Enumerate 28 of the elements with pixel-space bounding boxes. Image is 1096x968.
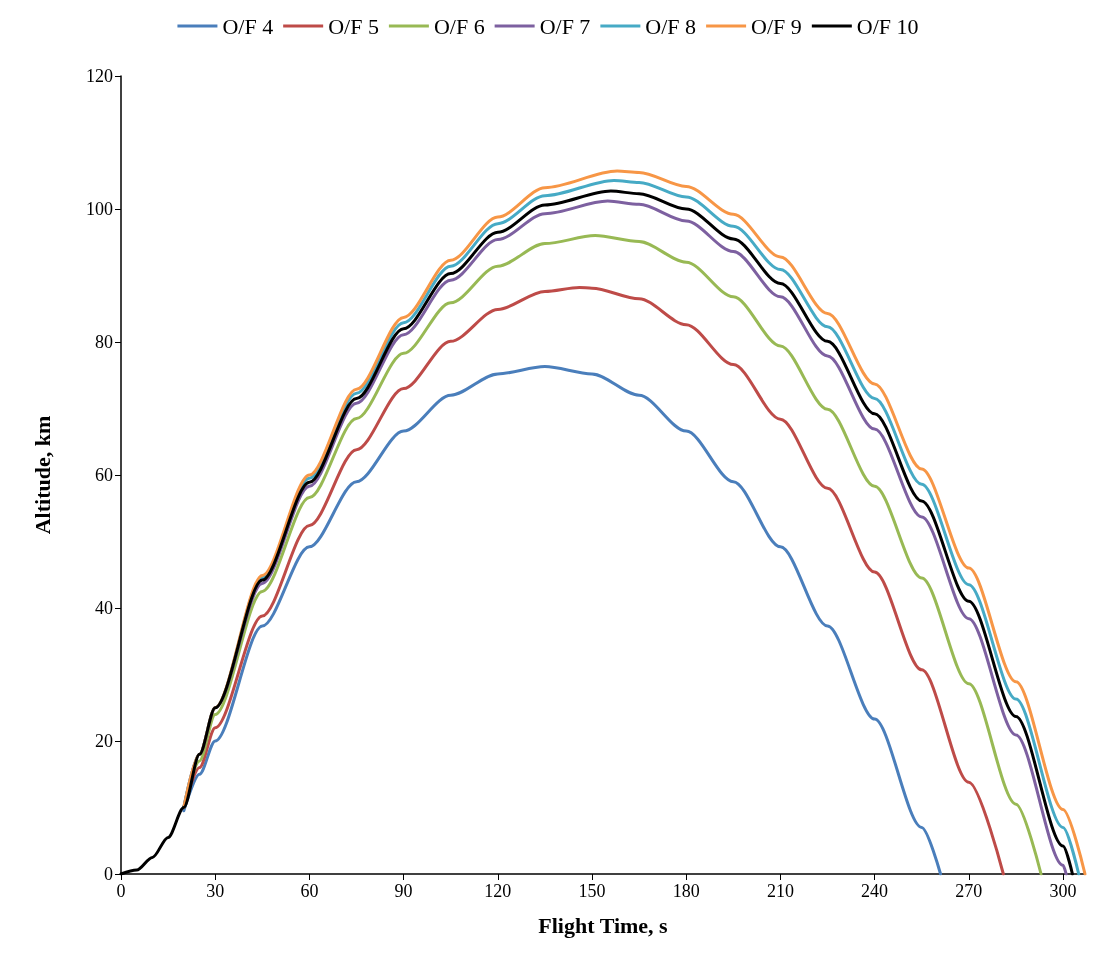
x-tick-label: 0: [116, 881, 126, 901]
legend-label: O/F 5: [328, 13, 379, 39]
x-tick-label: 240: [861, 881, 889, 901]
y-tick-label: 0: [104, 864, 113, 884]
x-tick-label: 180: [672, 881, 700, 901]
x-tick-label: 270: [955, 881, 983, 901]
x-tick-label: 60: [300, 881, 319, 901]
x-tick-label: 90: [394, 881, 413, 901]
legend-label: O/F 6: [433, 13, 485, 39]
legend-label: O/F 7: [539, 13, 591, 39]
x-axis-title: Flight Time, s: [538, 912, 669, 938]
x-tick-label: 120: [484, 881, 512, 901]
y-tick-label: 40: [95, 598, 113, 618]
x-tick-label: 300: [1049, 881, 1077, 901]
y-tick-label: 100: [86, 199, 113, 219]
y-tick-label: 60: [95, 465, 113, 485]
y-tick-label: 120: [86, 66, 113, 86]
x-tick-label: 210: [766, 881, 794, 901]
legend-label: O/F 10: [856, 13, 919, 39]
x-tick-label: 30: [206, 881, 225, 901]
y-tick-label: 80: [95, 332, 113, 352]
legend-label: O/F 4: [222, 13, 274, 39]
legend-label: O/F 8: [645, 13, 697, 39]
x-tick-label: 150: [578, 881, 606, 901]
y-tick-label: 20: [95, 731, 113, 751]
y-axis-title: Altitude, km: [29, 415, 55, 535]
line-series: [182, 365, 943, 876]
legend-label: O/F 9: [751, 13, 802, 39]
